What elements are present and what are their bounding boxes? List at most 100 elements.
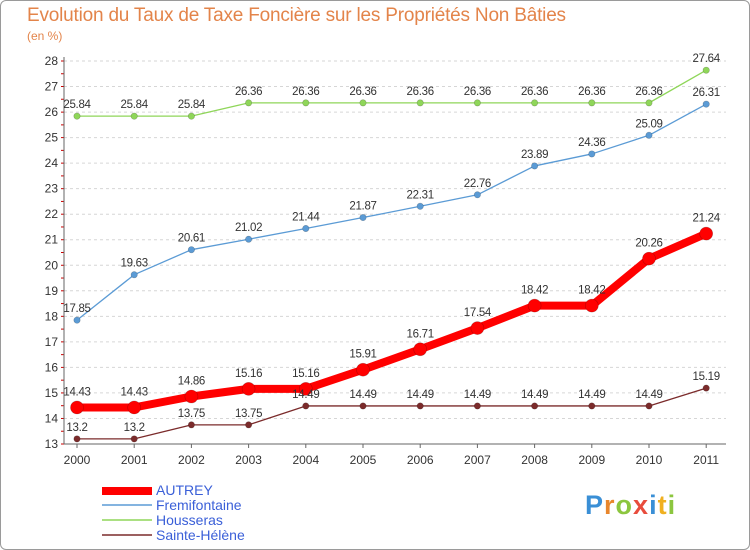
data-label-sainte-h-l-ne: 14.49 [464,389,491,401]
x-tick-label: 2000 [64,453,91,467]
data-label-autrey: 20.26 [635,238,662,250]
data-label-housseras: 25.84 [121,99,149,111]
data-label-sainte-h-l-ne: 14.49 [349,389,376,401]
x-tick-label: 2007 [464,453,491,467]
data-point-autrey [527,298,542,313]
data-point-sainte-h-l-ne [702,384,710,392]
data-label-sainte-h-l-ne: 14.49 [292,389,319,401]
data-label-sainte-h-l-ne: 14.49 [521,389,548,401]
data-point-sainte-h-l-ne [531,402,539,410]
data-point-fremifontaine [187,246,195,254]
data-point-autrey [127,400,141,415]
data-point-fremifontaine [702,100,710,108]
data-label-sainte-h-l-ne: 13.2 [124,422,145,434]
data-label-sainte-h-l-ne: 14.49 [578,389,605,401]
data-point-sainte-h-l-ne [187,421,195,429]
grid [64,60,726,445]
data-label-fremifontaine: 17.85 [63,303,90,315]
y-tick-label: 27 [45,80,59,94]
data-point-sainte-h-l-ne [588,402,596,410]
data-label-housseras: 26.36 [407,86,434,98]
data-point-housseras [473,99,481,107]
chart-title: Evolution du Taux de Taxe Foncière sur l… [27,5,566,26]
y-tick-label: 18 [45,309,59,323]
data-label-housseras: 27.64 [693,53,721,65]
data-label-housseras: 26.36 [578,86,605,98]
data-point-housseras [416,99,424,107]
data-label-housseras: 26.36 [464,86,491,98]
data-label-autrey: 16.71 [407,328,434,340]
data-point-fremifontaine [473,191,481,199]
data-label-fremifontaine: 25.09 [635,118,662,130]
y-tick-label: 26 [45,105,59,119]
series-line-housseras [77,69,707,117]
data-label-housseras: 26.36 [292,86,319,98]
data-point-autrey [241,382,256,396]
data-point-sainte-h-l-ne [359,402,367,410]
series [70,66,714,443]
y-tick-label: 17 [45,335,59,349]
data-point-housseras [187,112,195,120]
y-tick-label: 14 [45,411,59,425]
series-fremifontaine [73,100,710,324]
data-label-fremifontaine: 22.31 [407,189,434,201]
data-point-housseras [702,66,710,74]
series-line-autrey [77,229,708,412]
data-point-fremifontaine [73,316,81,324]
y-tick-label: 23 [45,182,59,196]
data-label-autrey: 18.42 [578,285,605,297]
legend-label-sainte-helene: Sainte-Hélène [156,527,245,543]
y-tick-label: 28 [45,54,59,68]
data-point-housseras [73,112,81,120]
data-label-autrey: 14.43 [63,386,90,398]
data-label-fremifontaine: 20.61 [178,233,205,245]
data-label-housseras: 25.84 [178,99,206,111]
legend-label-autrey: AUTREY [156,482,213,498]
data-point-sainte-h-l-ne [73,435,81,443]
y-tick-label: 21 [45,233,59,247]
data-point-fremifontaine [588,150,596,158]
legend-label-housseras: Housseras [156,512,223,528]
data-label-fremifontaine: 19.63 [121,258,148,270]
y-tick-label: 20 [45,258,59,272]
series-line-sainte-h-l-ne [77,387,707,440]
x-tick-label: 2001 [121,453,148,467]
data-point-sainte-h-l-ne [645,402,653,410]
data-point-fremifontaine [245,235,253,243]
y-tick-label: 15 [45,386,59,400]
data-label-autrey: 17.54 [464,307,492,319]
y-tick-label: 25 [45,131,59,145]
data-point-autrey [413,342,428,357]
data-label-sainte-h-l-ne: 13.75 [178,408,205,420]
data-label-fremifontaine: 21.87 [349,201,376,213]
data-point-autrey [70,400,84,415]
data-label-fremifontaine: 26.31 [693,87,720,99]
data-point-autrey [642,251,656,266]
data-point-autrey [584,298,599,313]
x-tick-label: 2003 [235,453,262,467]
data-point-fremifontaine [531,162,539,170]
data-point-sainte-h-l-ne [416,402,424,410]
series-sainte-h-l-ne [73,384,710,443]
data-label-sainte-h-l-ne: 14.49 [635,389,662,401]
series-line-fremifontaine [76,103,707,321]
x-tick-label: 2008 [521,453,548,467]
x-tick-label: 2002 [178,453,205,467]
data-labels: 14.43 14.43 14.86 15.16 15.16 15.91 16.71 17.54… [63,53,721,434]
y-tick-label: 22 [45,207,59,221]
legend-item-sainte-helene: Sainte-Hélène [101,527,321,543]
data-label-fremifontaine: 21.02 [235,222,262,234]
data-label-fremifontaine: 22.76 [464,178,491,190]
data-point-autrey [356,362,370,377]
data-point-autrey [470,321,485,335]
unit-label: (en %) [27,29,63,43]
proxiti-logo: Proxiti [585,490,677,520]
data-point-housseras [130,112,138,120]
x-tick-label: 2009 [578,453,605,467]
data-point-housseras [359,99,367,107]
data-label-autrey: 15.91 [349,349,376,361]
x-tick-label: 2005 [350,453,377,467]
data-point-housseras [302,99,310,107]
data-label-sainte-h-l-ne: 14.49 [407,389,434,401]
data-label-sainte-h-l-ne: 15.19 [693,371,720,383]
